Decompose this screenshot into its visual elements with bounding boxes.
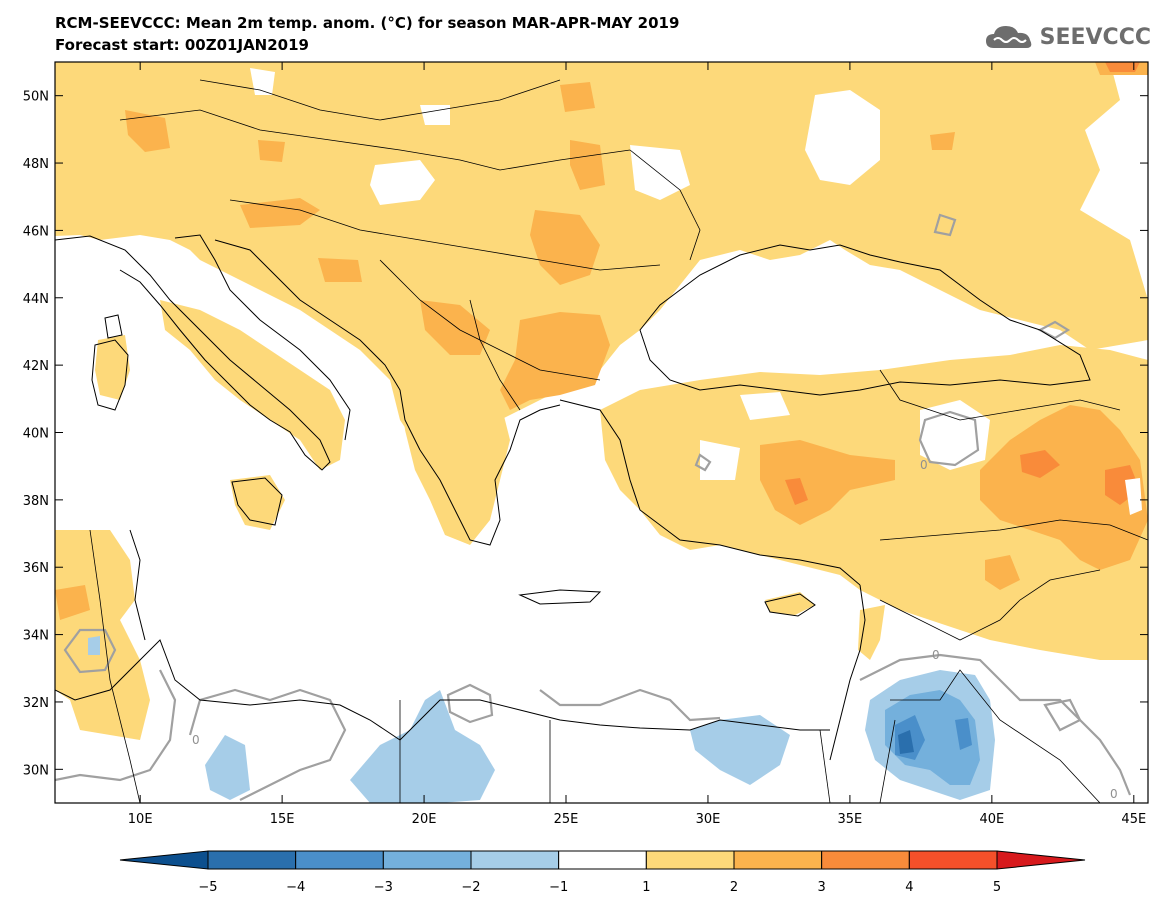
colorbar-swatch: [821, 850, 910, 870]
colorbar-swatch: [908, 850, 998, 870]
colorbar-swatch: [558, 850, 647, 870]
colorbar-high-extension: [996, 850, 1086, 870]
contour-label: 0: [1110, 787, 1118, 801]
colorbar-swatch: [207, 850, 297, 870]
colorbar-swatch: [295, 850, 384, 870]
lon-tick-label: 10E: [128, 812, 153, 827]
lon-tick-label: 25E: [554, 812, 579, 827]
lat-tick-label: 40N: [23, 427, 49, 442]
anomaly-2-3-regions: [55, 62, 1148, 620]
lat-tick-label: 34N: [23, 629, 49, 644]
lat-tick-label: 38N: [23, 494, 49, 509]
colorbar-label: 2: [730, 880, 738, 895]
lat-tick-label: 44N: [23, 292, 49, 307]
colorbar-label: 1: [642, 880, 650, 895]
lon-tick-label: 30E: [696, 812, 721, 827]
lat-tick-label: 30N: [23, 763, 49, 778]
map-title: RCM-SEEVCCC: Mean 2m temp. anom. (°C) fo…: [55, 14, 680, 32]
colorbar-label: 3: [818, 880, 826, 895]
lon-tick-label: 15E: [270, 812, 295, 827]
lon-tick-label: 45E: [1121, 812, 1146, 827]
colorbar: −5 −4 −3 −2 −1 1 2 3 4 5: [119, 850, 1086, 895]
contour-label: 0: [920, 458, 928, 472]
colorbar-swatch: [645, 850, 735, 870]
coastlines: [55, 234, 1091, 761]
lon-tick-label: 35E: [838, 812, 863, 827]
lon-tick-label: 40E: [979, 812, 1004, 827]
lat-tick-label: 32N: [23, 696, 49, 711]
colorbar-label: −2: [461, 880, 480, 895]
country-borders: [89, 79, 1148, 803]
latitude-axis: 30N 32N 34N 36N 38N 40N 42N 44N 46N 48N 50N: [23, 90, 1148, 778]
contour-label: 0: [192, 733, 200, 747]
lat-tick-label: 36N: [23, 561, 49, 576]
cloud-logo-icon: [985, 26, 1031, 48]
colorbar-low-extension: [119, 850, 209, 870]
colorbar-label: −4: [286, 880, 305, 895]
lat-tick-label: 50N: [23, 90, 49, 105]
logo-text: SEEVCCC: [1039, 24, 1151, 50]
seevccc-logo: SEEVCCC: [984, 22, 1151, 52]
lat-tick-label: 46N: [23, 224, 49, 239]
contour-labels: 0 0 0 0: [192, 458, 1118, 801]
anomaly-neg4-neg5-regions: [898, 730, 914, 754]
lat-tick-label: 42N: [23, 359, 49, 374]
longitude-axis: 10E 15E 20E 25E 30E 35E 40E 45E: [128, 62, 1146, 827]
lon-tick-label: 20E: [412, 812, 437, 827]
lat-tick-label: 48N: [23, 157, 49, 172]
contour-label: 0: [932, 648, 940, 662]
colorbar-swatch: [733, 850, 823, 870]
colorbar-swatch: [382, 850, 472, 870]
colorbar-label: 5: [993, 880, 1001, 895]
colorbar-label: 4: [905, 880, 913, 895]
colorbar-label: −5: [198, 880, 217, 895]
colorbar-swatch: [470, 850, 560, 870]
zero-contours: [55, 213, 1132, 801]
anomaly-neg2-neg3-regions: [885, 690, 980, 785]
forecast-start-label: Forecast start: 00Z01JAN2019: [55, 36, 309, 54]
anomaly-fields: 0 0 0 0: [55, 62, 1148, 803]
colorbar-label: −3: [374, 880, 393, 895]
colorbar-label: −1: [549, 880, 568, 895]
